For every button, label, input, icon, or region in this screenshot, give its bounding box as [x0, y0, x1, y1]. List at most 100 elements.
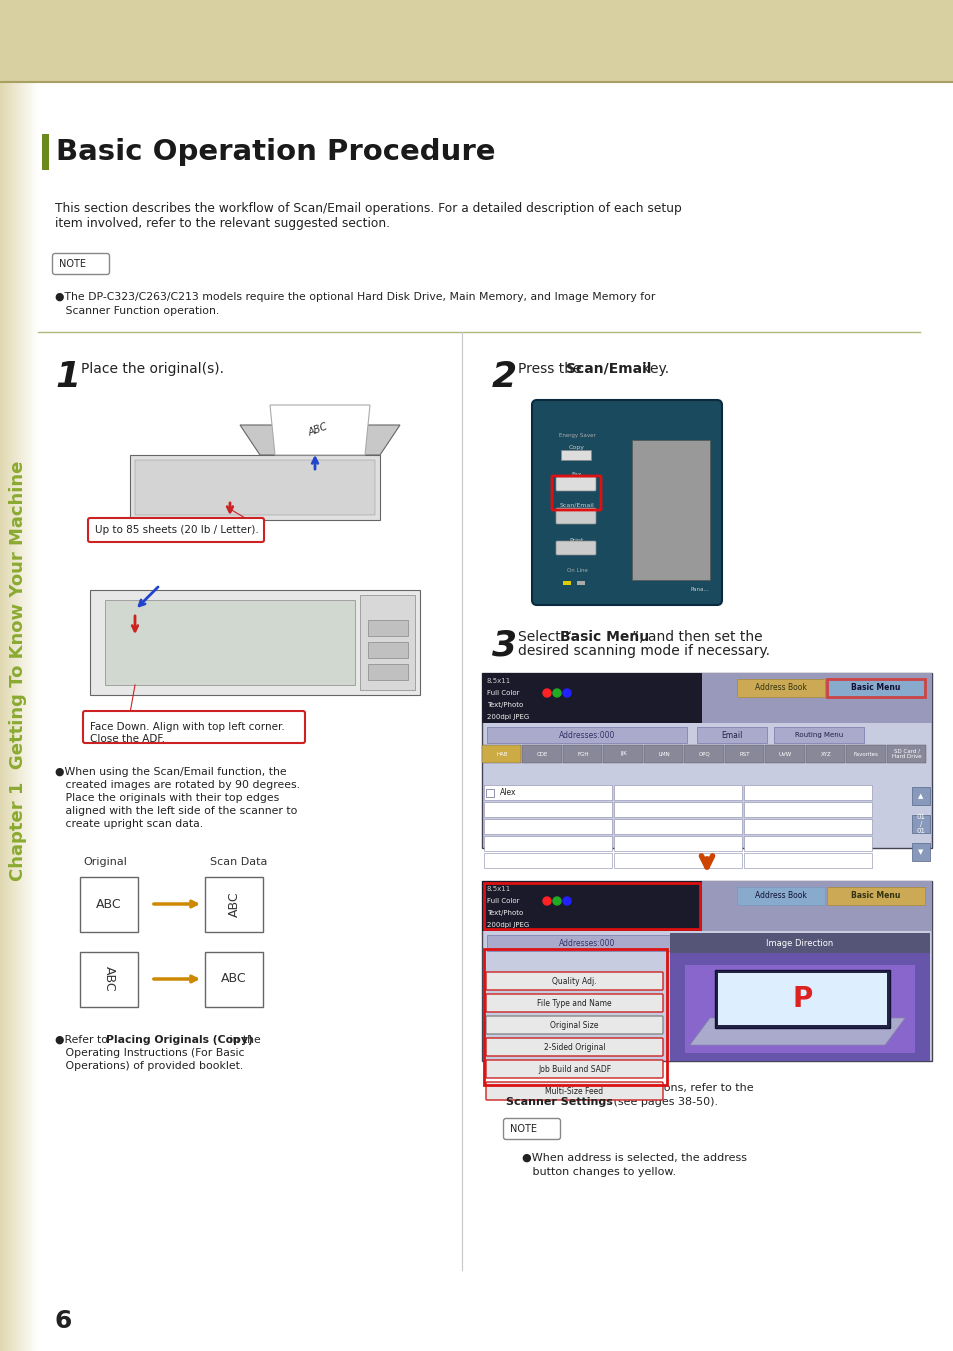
FancyBboxPatch shape	[485, 1016, 662, 1034]
Bar	[4, 82, 5, 1351]
Text: Address Book: Address Book	[754, 892, 806, 901]
Text: FGH: FGH	[577, 751, 588, 757]
Text: HAB: HAB	[496, 751, 507, 757]
Bar	[35, 82, 36, 1351]
Text: Chapter 1  Getting To Know Your Machine: Chapter 1 Getting To Know Your Machine	[9, 461, 27, 881]
Bar	[18, 82, 19, 1351]
Text: Scanner Function operation.: Scanner Function operation.	[55, 305, 219, 316]
Text: 8.5x11: 8.5x11	[486, 886, 511, 892]
Text: Close the ADF.: Close the ADF.	[90, 734, 165, 744]
Text: Job Build and SADF: Job Build and SADF	[537, 1065, 611, 1074]
Polygon shape	[270, 405, 370, 455]
Bar	[20, 82, 21, 1351]
Text: ●When using the Scan/Email function, the: ●When using the Scan/Email function, the	[55, 767, 286, 777]
Bar	[697, 727, 766, 743]
FancyBboxPatch shape	[485, 1061, 662, 1078]
Bar	[718, 973, 886, 1025]
Text: P: P	[792, 985, 812, 1013]
Text: This section describes the workflow of Scan/Email operations. For a detailed des: This section describes the workflow of S…	[55, 203, 681, 230]
Text: Multi-Size Feed: Multi-Size Feed	[545, 1086, 603, 1096]
Bar	[631, 440, 709, 580]
Text: aligned with the left side of the scanner to: aligned with the left side of the scanne…	[55, 807, 297, 816]
Text: created images are rotated by 90 degrees.: created images are rotated by 90 degrees…	[55, 780, 299, 790]
Text: ●For more detailed instructions, refer to the: ●For more detailed instructions, refer t…	[505, 1084, 753, 1093]
Bar	[701, 881, 931, 931]
Polygon shape	[689, 1019, 904, 1046]
Text: Routing Menu: Routing Menu	[794, 732, 842, 738]
Text: ABC: ABC	[221, 973, 247, 985]
Bar	[5, 82, 6, 1351]
Bar	[7, 82, 8, 1351]
Bar	[368, 642, 408, 658]
Bar	[14, 82, 15, 1351]
Bar	[486, 727, 686, 743]
Bar	[684, 965, 914, 1052]
Bar	[16, 82, 17, 1351]
Bar	[669, 934, 929, 1061]
Text: RST: RST	[739, 751, 749, 757]
Text: Basic Menu: Basic Menu	[559, 630, 648, 644]
Text: create upright scan data.: create upright scan data.	[55, 819, 203, 830]
Bar	[486, 935, 686, 951]
Text: Face Down. Align with top left corner.: Face Down. Align with top left corner.	[90, 721, 284, 732]
FancyBboxPatch shape	[88, 517, 264, 542]
Text: 01
/
01: 01 / 01	[916, 815, 924, 834]
Text: Basic Operation Procedure: Basic Operation Procedure	[56, 138, 495, 166]
FancyBboxPatch shape	[556, 540, 596, 555]
Bar	[42, 134, 49, 170]
Text: Print: Print	[569, 538, 583, 543]
Circle shape	[553, 897, 560, 905]
Bar	[743, 785, 871, 800]
Text: 2: 2	[492, 359, 517, 394]
Bar	[29, 82, 30, 1351]
Text: 2-Sided Original: 2-Sided Original	[543, 1043, 604, 1051]
Circle shape	[553, 689, 560, 697]
Bar	[90, 590, 419, 694]
Bar	[6, 82, 7, 1351]
Text: 6: 6	[55, 1309, 72, 1333]
Text: Operating Instructions (For Basic: Operating Instructions (For Basic	[55, 1048, 244, 1058]
Bar	[22, 82, 23, 1351]
Text: Addresses:000: Addresses:000	[558, 939, 615, 947]
Text: Email: Email	[720, 731, 741, 739]
Bar	[34, 82, 35, 1351]
Bar	[36, 82, 37, 1351]
Text: Up to 85 sheets (20 lb / Letter).: Up to 85 sheets (20 lb / Letter).	[95, 526, 258, 535]
Text: desired scanning mode if necessary.: desired scanning mode if necessary.	[517, 644, 769, 658]
Circle shape	[562, 689, 571, 697]
Bar	[32, 82, 33, 1351]
Bar	[30, 82, 32, 1351]
Bar	[643, 744, 682, 763]
Text: Scanner Settings: Scanner Settings	[505, 1097, 612, 1106]
Bar	[205, 877, 263, 932]
Bar	[481, 673, 931, 848]
Bar	[804, 744, 844, 763]
Polygon shape	[240, 426, 399, 455]
Text: Image Direction: Image Direction	[765, 939, 833, 947]
Text: Press the: Press the	[517, 362, 585, 376]
Bar	[483, 819, 612, 834]
FancyBboxPatch shape	[485, 971, 662, 990]
Text: ABC: ABC	[227, 892, 240, 917]
Bar	[0, 0, 953, 82]
Text: Basic Menu: Basic Menu	[850, 684, 900, 693]
Text: Text/Photo: Text/Photo	[486, 911, 522, 916]
Text: IJK: IJK	[619, 751, 626, 757]
Bar	[669, 934, 929, 952]
Text: Fax: Fax	[571, 473, 581, 477]
Bar	[743, 802, 871, 817]
Bar	[562, 744, 601, 763]
FancyBboxPatch shape	[503, 1119, 560, 1139]
Bar	[26, 82, 27, 1351]
Bar	[105, 600, 355, 685]
Text: ABC: ABC	[102, 966, 115, 992]
Bar	[483, 802, 612, 817]
Text: Basic Menu: Basic Menu	[850, 892, 900, 901]
Text: Place the originals with their top edges: Place the originals with their top edges	[55, 793, 279, 802]
Text: ”, and then set the: ”, and then set the	[631, 630, 761, 644]
Bar	[9, 82, 10, 1351]
Circle shape	[562, 897, 571, 905]
Bar	[483, 884, 700, 929]
Circle shape	[542, 897, 551, 905]
Bar	[764, 744, 803, 763]
